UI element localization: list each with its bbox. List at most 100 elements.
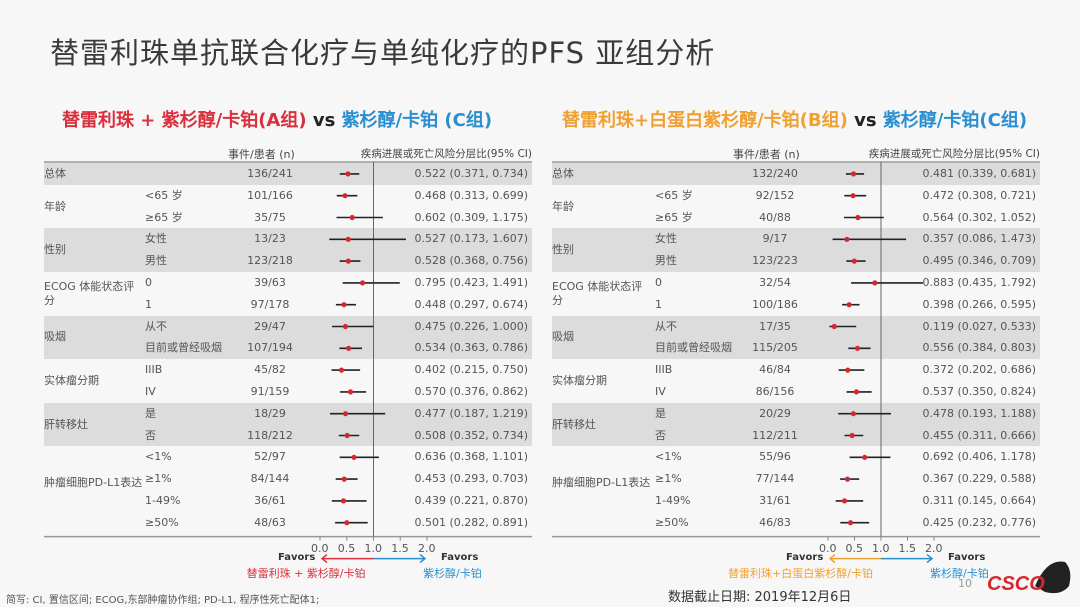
hazard-ratio-text: 0.472 (0.308, 0.721) (922, 188, 1036, 202)
tick-label: 1.0 (872, 541, 890, 555)
arrow-right-icon (419, 554, 427, 564)
events-count: 86/156 (755, 384, 795, 398)
subgroup-label: 从不 (655, 319, 677, 333)
arrow-left-icon (828, 554, 836, 564)
hazard-ratio-text: 0.481 (0.339, 0.681) (922, 166, 1036, 180)
hr-point (846, 302, 852, 308)
events-count: 123/223 (752, 254, 798, 268)
subgroup-label: 否 (655, 428, 666, 442)
subgroup-label: 否 (145, 428, 156, 442)
hr-point (831, 323, 837, 330)
hazard-ratio-text: 0.883 (0.435, 1.792) (922, 275, 1036, 289)
events-count: 46/83 (759, 515, 791, 529)
hr-point (862, 454, 868, 460)
header-hazard-ratio: 疾病进展或死亡风险分层比(95% CI) (360, 148, 532, 160)
events-count: 18/29 (254, 406, 286, 420)
subgroup-label: ≥1% (145, 472, 172, 486)
favors-left-arm: 替雷利珠+白蛋白紫杉醇/卡铂 (728, 566, 873, 580)
hazard-ratio-text: 0.795 (0.423, 1.491) (414, 275, 528, 289)
hr-point (341, 302, 347, 308)
hazard-ratio-text: 0.439 (0.221, 0.870) (414, 493, 528, 507)
hazard-ratio-text: 0.448 (0.297, 0.674) (414, 297, 528, 311)
subgroup-label: 目前或曾经吸烟 (655, 341, 732, 355)
group-label: 吸烟 (44, 330, 66, 344)
hazard-ratio-text: 0.527 (0.173, 1.607) (414, 232, 528, 246)
header-events: 事件/患者 (n) (733, 148, 800, 161)
events-count: 112/211 (752, 428, 798, 442)
hr-point (844, 236, 850, 242)
subgroup-label: <65 岁 (145, 188, 183, 202)
hr-point (841, 498, 848, 504)
hr-point (847, 520, 854, 526)
hazard-ratio-text: 0.402 (0.215, 0.750) (414, 363, 528, 377)
group-band (44, 315, 532, 360)
hr-point (359, 280, 366, 286)
group-band (44, 163, 532, 185)
hr-point (845, 367, 851, 373)
favors-right-arm: 紫杉醇/卡铂 (930, 566, 989, 580)
hr-point (345, 258, 351, 264)
hr-point (349, 214, 355, 221)
events-count: 35/75 (254, 210, 286, 224)
favors-left-arm: 替雷利珠 + 紫杉醇/卡铂 (246, 566, 366, 580)
subgroup-label: <1% (655, 450, 682, 464)
slide-title: 替雷利珠单抗联合化疗与单纯化疗的PFS 亚组分析 (50, 36, 716, 70)
events-count: 107/194 (247, 341, 293, 355)
hazard-ratio-text: 0.564 (0.302, 1.052) (922, 210, 1036, 224)
events-count: 92/152 (755, 188, 795, 202)
hr-point (850, 193, 856, 199)
events-count: 100/186 (752, 297, 798, 311)
subgroup-label: 1-49% (145, 493, 181, 507)
hr-point (855, 214, 861, 221)
subgroup-label: 1 (145, 297, 152, 311)
hazard-ratio-text: 0.468 (0.313, 0.699) (414, 188, 528, 202)
events-count: 91/159 (250, 384, 290, 398)
subgroup-label: 0 (655, 275, 662, 289)
vs-label: vs (306, 110, 342, 131)
group-label: 肿瘤细胞PD-L1表达 (552, 476, 651, 489)
tick-label: 0.0 (819, 541, 837, 555)
hazard-ratio-text: 0.508 (0.352, 0.734) (414, 428, 528, 442)
hr-point (340, 498, 347, 504)
tick-label: 0.0 (311, 541, 329, 555)
hr-point (345, 236, 351, 242)
subgroup-label: ≥1% (655, 472, 682, 486)
hr-point (345, 171, 351, 177)
hazard-ratio-text: 0.692 (0.406, 1.178) (922, 450, 1036, 464)
subgroup-label: ≥50% (655, 515, 689, 529)
group-band (44, 228, 532, 272)
arm-experimental: 替雷利珠 + 紫杉醇/卡铂(A组) (62, 110, 307, 131)
group-label: 实体瘤分期 (44, 374, 99, 387)
group-label: ECOG 体能状态评分 (552, 279, 643, 307)
hr-point (844, 476, 851, 482)
hazard-ratio-text: 0.311 (0.145, 0.664) (922, 493, 1036, 507)
events-count: 46/84 (759, 363, 791, 377)
hr-point (342, 411, 349, 417)
favors-right-arm: 紫杉醇/卡铂 (423, 566, 482, 580)
subgroup-label: IIIB (145, 363, 163, 377)
group-label: 年龄 (552, 199, 574, 213)
hazard-ratio-text: 0.528 (0.368, 0.756) (414, 254, 528, 268)
events-count: 39/63 (254, 275, 286, 289)
events-count: 118/212 (247, 428, 293, 442)
hazard-ratio-text: 0.570 (0.376, 0.862) (414, 384, 528, 398)
tick-label: 0.5 (845, 541, 864, 555)
hazard-ratio-text: 0.556 (0.384, 0.803) (922, 341, 1036, 355)
events-count: 136/241 (247, 166, 293, 180)
hr-point (850, 171, 857, 177)
hazard-ratio-text: 0.425 (0.232, 0.776) (922, 515, 1036, 529)
hr-point (342, 323, 349, 330)
events-count: 36/61 (254, 493, 286, 507)
events-count: 52/97 (254, 450, 286, 464)
hazard-ratio-text: 0.357 (0.086, 1.473) (922, 232, 1036, 246)
csco-logo: CSCO (985, 556, 1075, 605)
hr-point (854, 345, 861, 351)
subgroup-label: ≥65 岁 (145, 210, 183, 224)
arm-experimental: 替雷利珠+白蛋白紫杉醇/卡铂(B组) (562, 110, 848, 131)
data-cutoff-date: 数据截止日期: 2019年12月6日 (668, 590, 852, 605)
hr-point (338, 367, 345, 373)
footnote: 简写: CI, 置信区间; ECOG,东部肿瘤协作组; PD-L1, 程序性死亡… (6, 595, 320, 606)
hr-point (341, 476, 347, 482)
